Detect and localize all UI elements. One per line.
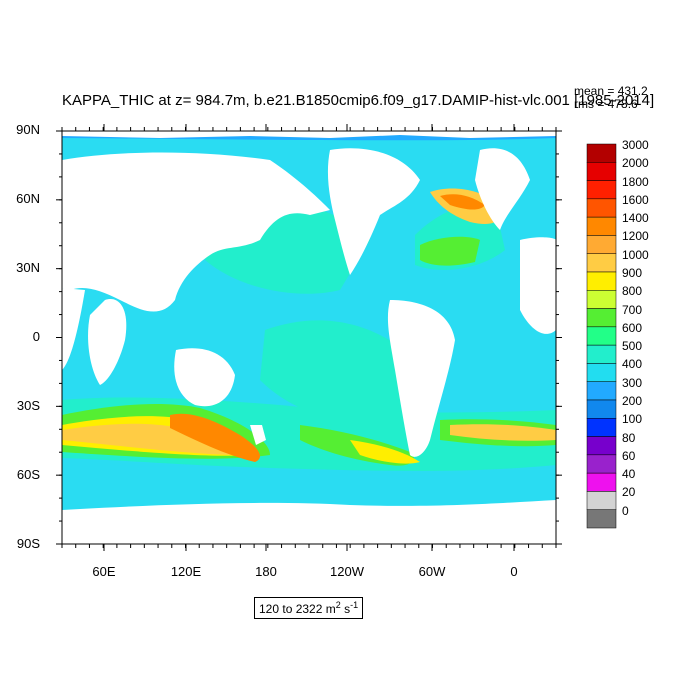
colorbar-label: 500	[622, 339, 643, 354]
colorbar-box	[586, 216, 617, 236]
north-america	[327, 148, 420, 275]
colorbar-box	[586, 436, 617, 456]
y-tick-90s: 90S	[16, 536, 40, 551]
y-tick-30n: 30N	[16, 260, 40, 275]
colorbar-box	[586, 491, 617, 510]
north-coast	[62, 131, 556, 138]
antarctica	[62, 500, 556, 544]
colorbar	[586, 143, 617, 529]
units-range: 120 to 2322 m	[259, 602, 336, 616]
colorbar-box	[586, 363, 617, 382]
colorbar-label: 20	[622, 485, 636, 500]
colorbar-label: 1600	[622, 192, 649, 207]
colorbar-box	[586, 308, 617, 328]
x-tick-60e: 60E	[92, 564, 116, 579]
africa-edge	[62, 288, 85, 370]
y-tick-60n: 60N	[16, 191, 40, 206]
drake-yellow	[350, 440, 420, 464]
south-pacific-region	[260, 320, 425, 423]
colorbar-box	[586, 290, 617, 309]
plot-title: KAPPA_THIC at z= 984.7m, b.e21.B1850cmip…	[62, 92, 655, 109]
south-america	[387, 300, 455, 457]
eurasia	[62, 152, 330, 312]
x-tick-120e: 120E	[170, 564, 202, 579]
colorbar-box	[586, 198, 617, 218]
colorbar-label: 1400	[622, 211, 649, 226]
colorbar-label: 600	[622, 320, 643, 335]
x-tick-60w: 60W	[418, 564, 446, 579]
colorbar-label: 40	[622, 467, 636, 482]
x-tick-120w: 120W	[330, 564, 364, 579]
colorbar-label: 60	[622, 448, 636, 463]
colorbar-label: 800	[622, 284, 643, 299]
australia	[174, 348, 235, 407]
mean-stat: mean = 431.2	[574, 84, 648, 98]
colorbar-box	[586, 143, 617, 163]
colorbar-label: 1000	[622, 247, 649, 262]
southern-indian-orange	[62, 423, 240, 455]
colorbar-label: 80	[622, 430, 636, 445]
colorbar-box	[586, 326, 617, 346]
colorbar-box	[586, 235, 617, 254]
gulf-stream-region	[420, 236, 480, 266]
tasman-high	[170, 413, 260, 462]
colorbar-box	[586, 180, 617, 200]
x-tick-180: 180	[255, 564, 277, 579]
axis-ticks	[56, 124, 562, 551]
y-tick-90n: 90N	[16, 122, 40, 137]
india-africa-east	[88, 299, 127, 385]
land-masses	[62, 131, 556, 544]
west-africa-europe	[520, 237, 556, 334]
rms-stat: rms = 478.6	[574, 97, 638, 111]
labrador-sea-peak	[440, 194, 485, 210]
colorbar-box	[586, 344, 617, 364]
colorbar-label: 2000	[622, 156, 649, 171]
colorbar-label: 100	[622, 412, 643, 427]
colorbar-box	[586, 509, 617, 529]
y-tick-eq: 0	[32, 329, 40, 344]
colorbar-label: 1800	[622, 174, 649, 189]
units-s: s	[340, 602, 351, 616]
colorbar-box	[586, 253, 617, 273]
units-neg: -1	[350, 600, 359, 610]
units-box: 120 to 2322 m2 s-1	[254, 597, 364, 619]
map-field	[62, 131, 556, 544]
south-atlantic-orange	[450, 424, 556, 441]
colorbar-box	[586, 271, 617, 291]
colorbar-label: 0	[622, 503, 629, 518]
colorbar-box	[586, 381, 617, 401]
colorbar-label: 200	[622, 394, 643, 408]
colorbar-box	[586, 472, 617, 492]
colorbar-label: 300	[622, 375, 643, 390]
colorbar-box	[586, 399, 617, 419]
new-zealand	[250, 425, 266, 445]
x-tick-0: 0	[510, 564, 518, 579]
y-tick-60s: 60S	[16, 467, 40, 482]
colorbar-label: 1200	[622, 229, 649, 244]
y-tick-30s: 30S	[16, 398, 40, 413]
colorbar-box	[586, 162, 617, 181]
units-sq: 2	[335, 600, 341, 610]
colorbar-box	[586, 418, 617, 437]
colorbar-label: 3000	[622, 138, 649, 152]
colorbar-label: 900	[622, 266, 643, 280]
colorbar-label: 400	[622, 357, 643, 372]
colorbar-box	[586, 454, 617, 474]
greenland-europe	[475, 148, 530, 230]
colorbar-label: 700	[622, 302, 643, 317]
